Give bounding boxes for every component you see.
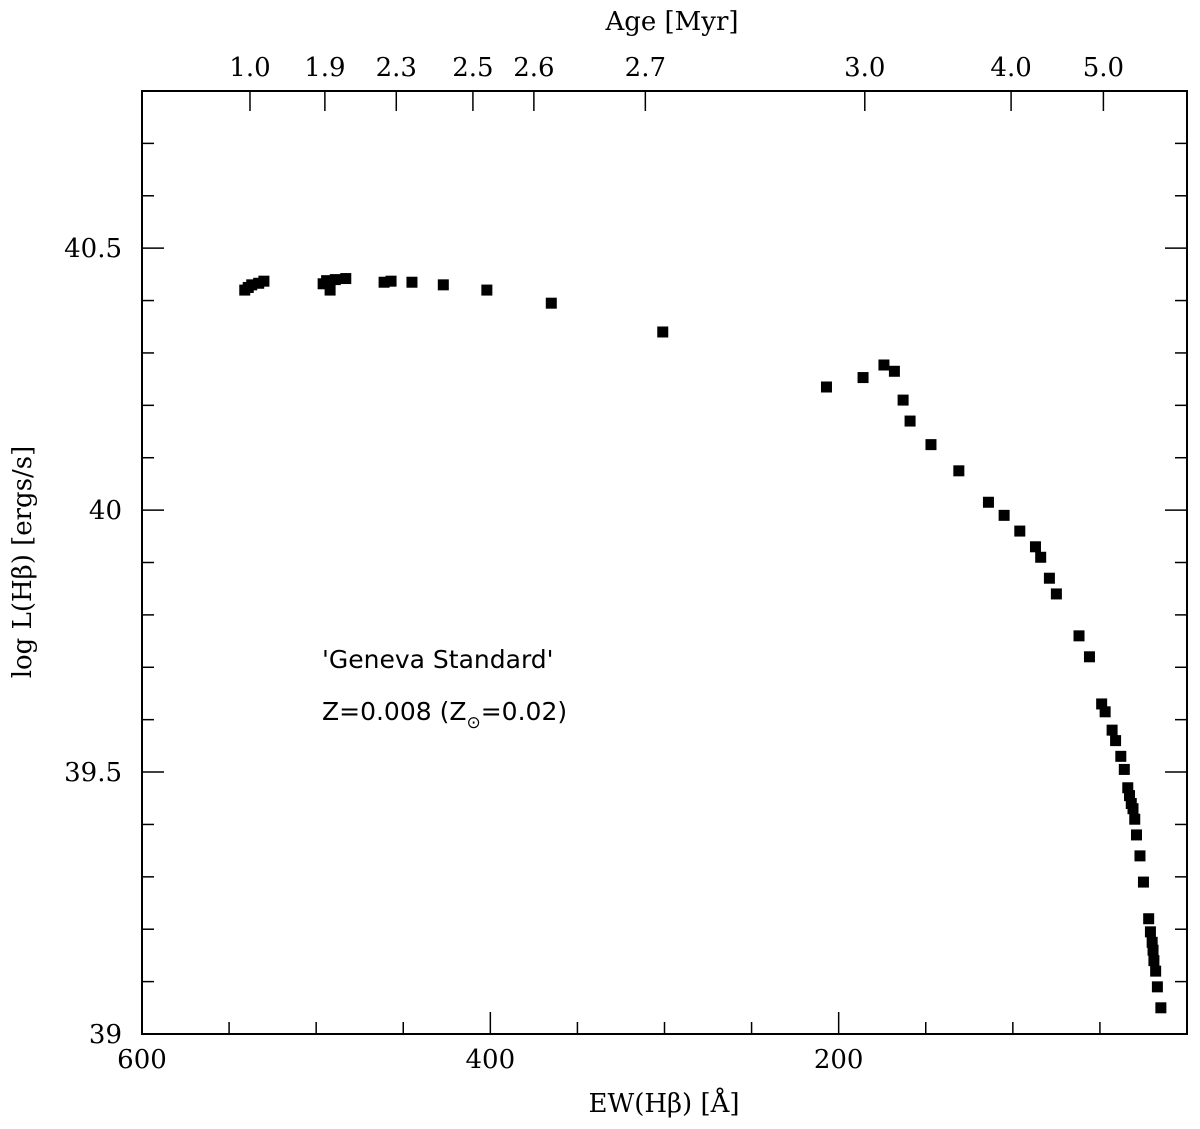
- data-point: [1050, 588, 1062, 600]
- data-point: [1124, 790, 1136, 802]
- top-tick-label: 2.5: [452, 53, 493, 83]
- data-point: [1146, 936, 1158, 948]
- data-point: [1096, 698, 1108, 710]
- top-tick-label: 3.0: [844, 53, 885, 83]
- top-tick-label: 4.0: [990, 53, 1031, 83]
- data-point: [1029, 541, 1041, 553]
- data-point: [998, 509, 1010, 521]
- data-point: [1115, 750, 1127, 762]
- annotation-metallicity-end: =0.02): [481, 697, 567, 726]
- data-point: [378, 276, 390, 288]
- data-point: [321, 275, 333, 287]
- data-point: [1083, 651, 1095, 663]
- data-points: [239, 273, 1167, 1014]
- data-point: [481, 284, 493, 296]
- data-point: [1155, 1002, 1167, 1014]
- data-point: [1147, 944, 1159, 956]
- data-point: [925, 439, 937, 451]
- data-point: [1151, 981, 1163, 993]
- data-point: [1118, 763, 1130, 775]
- data-point: [385, 275, 397, 287]
- y-tick-label: 40: [89, 496, 122, 526]
- data-point: [820, 381, 832, 393]
- x-tick-label: 600: [117, 1045, 167, 1075]
- data-point: [953, 465, 965, 477]
- annotation-metallicity-subscript: ⊙: [466, 713, 480, 733]
- annotation-metallicity-main: Z=0.008 (Z: [322, 697, 466, 726]
- data-point: [1014, 525, 1026, 537]
- data-point: [982, 496, 994, 508]
- data-point: [657, 326, 669, 338]
- data-point: [1106, 724, 1118, 736]
- data-point: [904, 415, 916, 427]
- data-point: [1099, 706, 1111, 718]
- data-point: [246, 279, 258, 291]
- annotation-model-name: 'Geneva Standard': [322, 645, 554, 674]
- top-tick-label: 2.7: [625, 53, 666, 83]
- data-point: [878, 359, 890, 371]
- top-tick-label: 2.3: [376, 53, 417, 83]
- data-point: [888, 365, 900, 377]
- data-point: [1073, 630, 1085, 642]
- data-point: [329, 274, 341, 286]
- data-point: [1150, 965, 1162, 977]
- data-point: [545, 297, 557, 309]
- plot-frame: [141, 90, 1188, 1035]
- data-point: [1148, 955, 1160, 967]
- data-point: [340, 273, 352, 285]
- y-tick-label: 39.5: [64, 758, 122, 788]
- axis-ticks: [141, 90, 1188, 1035]
- x-tick-label: 200: [814, 1045, 864, 1075]
- data-point: [857, 372, 869, 384]
- y-tick-label: 39: [89, 1020, 122, 1050]
- top-tick-label: 5.0: [1083, 53, 1124, 83]
- data-point: [406, 276, 418, 288]
- top-tick-label: 1.0: [229, 53, 270, 83]
- tick-labels: 600 400 200 39 39.5 40 40.5 1.0 1.9 2.3 2.5 2.6 2.7 3…: [64, 53, 1124, 1075]
- data-point: [1144, 926, 1156, 938]
- data-point: [437, 279, 449, 291]
- x-axis-title: EW(Hβ) [Å]: [588, 1087, 739, 1119]
- data-point: [1130, 829, 1142, 841]
- top-tick-label: 2.6: [513, 53, 554, 83]
- x-tick-label: 400: [466, 1045, 516, 1075]
- data-point: [1137, 876, 1149, 888]
- data-point: [1134, 850, 1146, 862]
- y-tick-label: 40.5: [64, 234, 122, 264]
- data-point: [324, 284, 336, 296]
- data-point: [1035, 551, 1047, 563]
- data-point: [1129, 813, 1141, 825]
- data-point: [1122, 782, 1134, 794]
- data-point: [1110, 735, 1122, 747]
- top-tick-label: 1.9: [304, 53, 345, 83]
- data-point: [258, 275, 270, 287]
- annotation-metallicity: Z=0.008 (Z⊙=0.02): [322, 697, 567, 733]
- data-point: [897, 394, 909, 406]
- data-point: [1043, 572, 1055, 584]
- top-axis-title: Age [Myr]: [604, 7, 738, 37]
- data-point: [1143, 913, 1155, 925]
- data-point: [1127, 803, 1139, 815]
- y-axis-title: log L(Hβ) [ergs/s]: [8, 446, 38, 679]
